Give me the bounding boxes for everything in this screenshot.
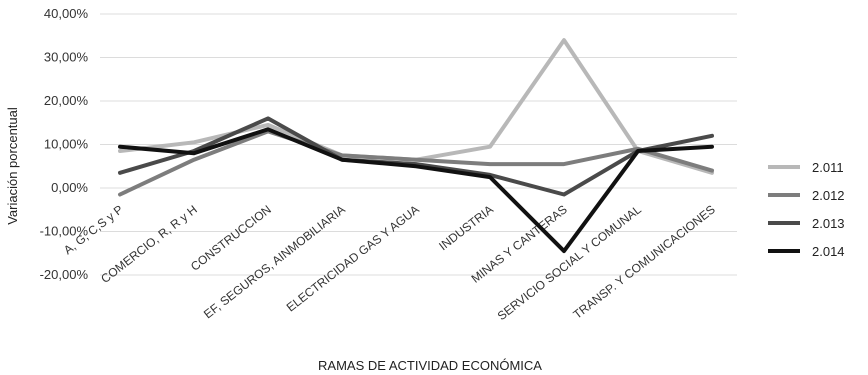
x-category-label: SERVICIO SOCIAL Y COMUNAL: [495, 202, 644, 323]
y-tick-label: -10,00%: [40, 224, 89, 239]
y-axis-ticks: 40,00% 30,00% 20,00% 10,00% 0,00% -10,00% -20,…: [40, 6, 89, 282]
series-line-2.014: [118, 127, 714, 254]
grid-lines: [100, 13, 737, 276]
legend-label: 2.013: [812, 216, 845, 231]
x-category-label: INDUSTRIA: [436, 202, 496, 253]
x-axis-title: RAMAS DE ACTIVIDAD ECONÓMICA: [318, 358, 542, 373]
y-tick-label: 20,00%: [44, 93, 89, 108]
series-line-2.013: [118, 116, 714, 197]
y-tick-label: 10,00%: [44, 137, 89, 152]
legend-label: 2.014: [812, 244, 845, 259]
x-category-label: ELECTRICIDAD GAS Y AGUA: [284, 202, 422, 314]
legend-label: 2.011: [812, 160, 844, 175]
data-lines: [118, 38, 714, 254]
legend-label: 2.012: [812, 188, 845, 203]
y-axis-title: Variación porcentual: [5, 107, 20, 225]
y-tick-label: 30,00%: [44, 50, 89, 65]
y-tick-label: 0,00%: [51, 180, 88, 195]
y-tick-label: -20,00%: [40, 267, 89, 282]
x-category-label: EF, SEGUROS, AINMOBILIARIA: [201, 202, 348, 321]
x-category-label: TRANSP. Y COMUNICACIONES: [571, 202, 718, 321]
y-tick-label: 40,00%: [44, 6, 89, 21]
series-line-2.012: [118, 129, 714, 197]
legend: 2.011 2.012 2.013 2.014: [768, 160, 845, 259]
